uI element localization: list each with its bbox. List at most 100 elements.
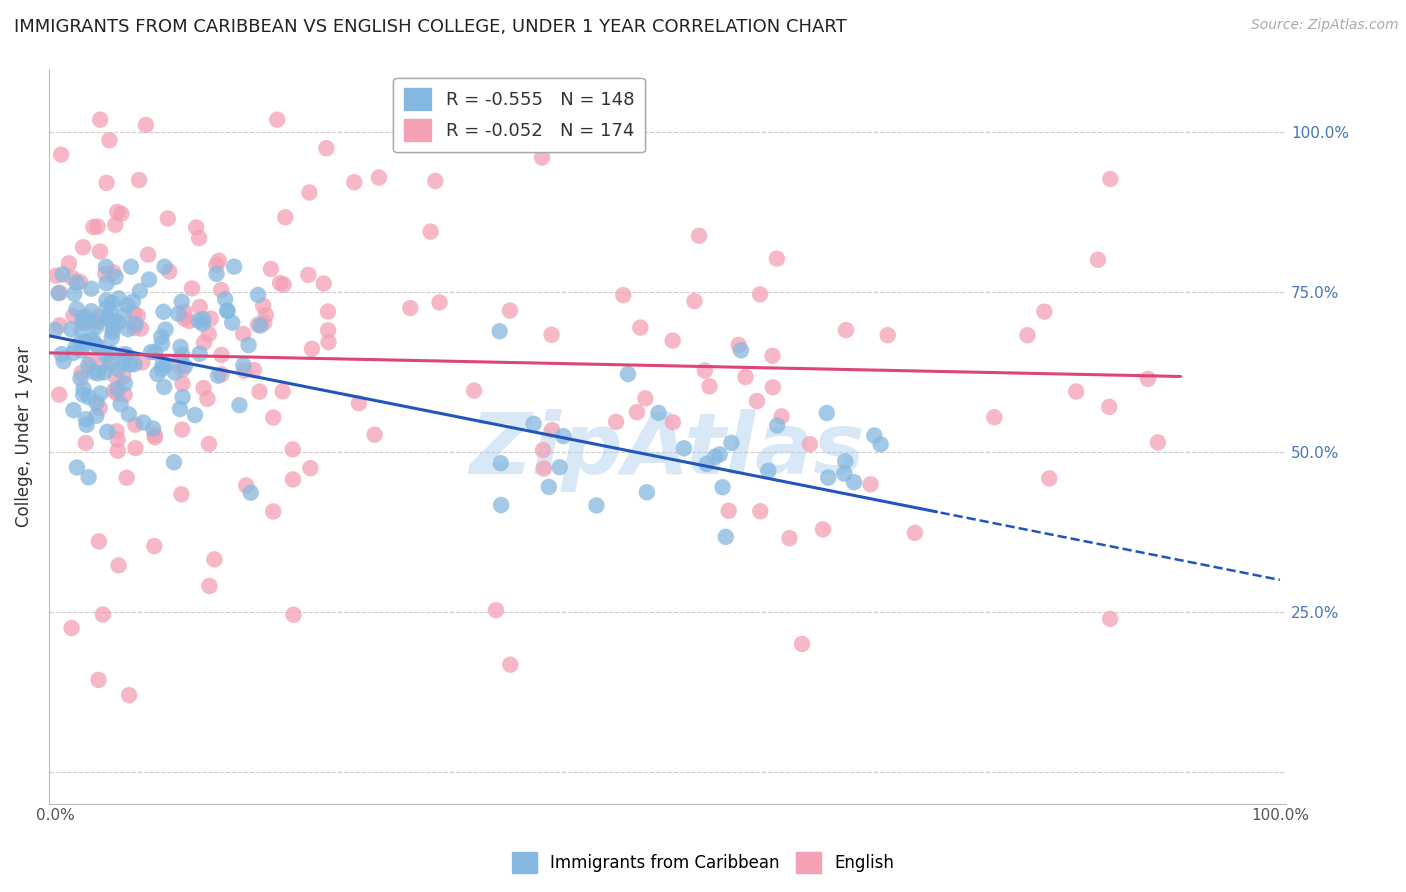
- Point: [84, 316, 107, 330]
- Point: [101, 321, 124, 335]
- Point: [150, 330, 173, 344]
- Point: [156, 211, 179, 226]
- Point: [756, 464, 779, 478]
- Point: [122, 294, 145, 309]
- Point: [696, 457, 718, 471]
- Point: [766, 418, 789, 433]
- Point: [107, 443, 129, 458]
- Point: [316, 323, 339, 337]
- Point: [104, 218, 127, 232]
- Point: [704, 450, 727, 464]
- Point: [252, 299, 274, 313]
- Point: [72, 310, 94, 325]
- Point: [842, 475, 865, 490]
- Point: [89, 401, 111, 415]
- Point: [86, 409, 108, 423]
- Point: [143, 539, 166, 553]
- Point: [363, 427, 385, 442]
- Point: [48, 285, 70, 300]
- Point: [72, 382, 94, 396]
- Point: [1038, 471, 1060, 485]
- Point: [834, 454, 856, 468]
- Point: [89, 340, 111, 354]
- Point: [208, 253, 231, 268]
- Point: [368, 170, 391, 185]
- Point: [48, 387, 70, 401]
- Point: [488, 324, 510, 338]
- Point: [260, 262, 283, 277]
- Point: [86, 395, 108, 409]
- Point: [143, 428, 166, 442]
- Point: [72, 316, 94, 330]
- Point: [709, 447, 731, 461]
- Point: [96, 293, 118, 308]
- Point: [188, 231, 211, 245]
- Point: [118, 407, 141, 421]
- Point: [100, 296, 122, 310]
- Point: [266, 112, 288, 127]
- Point: [184, 408, 207, 422]
- Point: [120, 358, 142, 372]
- Point: [60, 621, 83, 635]
- Point: [1033, 304, 1056, 318]
- Point: [214, 292, 236, 306]
- Point: [485, 603, 508, 617]
- Point: [112, 308, 135, 322]
- Point: [523, 417, 546, 431]
- Point: [188, 314, 211, 328]
- Point: [103, 265, 125, 279]
- Point: [127, 309, 149, 323]
- Point: [77, 358, 100, 372]
- Point: [172, 362, 194, 376]
- Point: [96, 301, 118, 315]
- Point: [253, 316, 276, 330]
- Point: [239, 485, 262, 500]
- Point: [762, 380, 785, 394]
- Point: [274, 211, 297, 225]
- Point: [62, 309, 84, 323]
- Point: [103, 384, 125, 398]
- Point: [83, 365, 105, 379]
- Point: [65, 301, 87, 316]
- Point: [617, 367, 640, 381]
- Point: [553, 429, 575, 443]
- Point: [170, 487, 193, 501]
- Point: [1136, 372, 1159, 386]
- Point: [80, 304, 103, 318]
- Point: [198, 579, 221, 593]
- Point: [301, 342, 323, 356]
- Point: [749, 287, 772, 301]
- Point: [463, 384, 485, 398]
- Point: [87, 310, 110, 324]
- Point: [1017, 328, 1039, 343]
- Point: [761, 349, 783, 363]
- Point: [104, 269, 127, 284]
- Point: [634, 392, 657, 406]
- Point: [62, 346, 84, 360]
- Point: [499, 657, 522, 672]
- Point: [1099, 612, 1122, 626]
- Point: [45, 268, 67, 283]
- Point: [193, 381, 215, 395]
- Point: [77, 390, 100, 404]
- Point: [110, 207, 132, 221]
- Point: [69, 335, 91, 350]
- Point: [170, 294, 193, 309]
- Point: [129, 321, 152, 335]
- Point: [107, 433, 129, 447]
- Point: [153, 260, 176, 274]
- Point: [262, 504, 284, 518]
- Point: [489, 456, 512, 470]
- Point: [51, 147, 73, 161]
- Point: [94, 267, 117, 281]
- Point: [104, 369, 127, 384]
- Point: [97, 311, 120, 326]
- Point: [186, 220, 208, 235]
- Point: [745, 394, 768, 409]
- Point: [688, 228, 710, 243]
- Point: [129, 284, 152, 298]
- Point: [70, 340, 93, 354]
- Point: [152, 357, 174, 371]
- Point: [191, 317, 214, 331]
- Point: [167, 307, 190, 321]
